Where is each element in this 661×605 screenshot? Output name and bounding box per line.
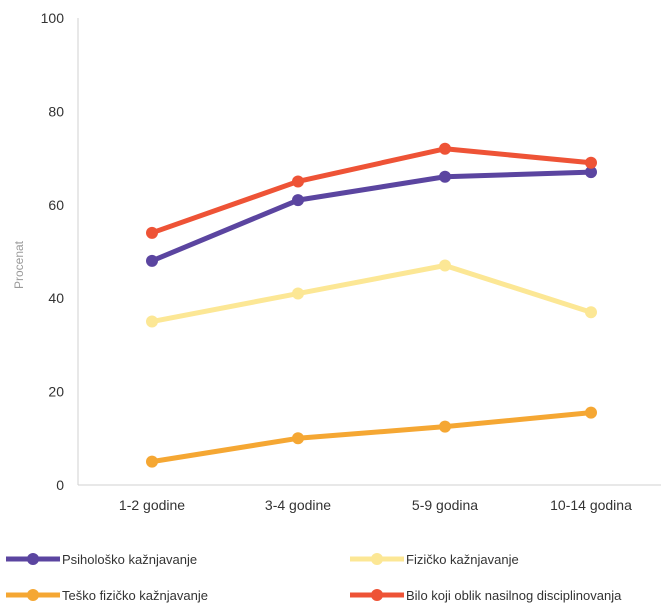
data-point	[585, 166, 597, 179]
legend-marker	[27, 589, 39, 601]
series-group	[146, 142, 597, 239]
x-tick-label: 5-9 godina	[412, 497, 478, 513]
x-tick-labels: 1-2 godine 3-4 godine 5-9 godina 10-14 godi…	[119, 497, 632, 513]
legend-marker	[371, 553, 383, 565]
y-tick-label: 40	[48, 290, 64, 306]
legend-label: Psihološko kažnjavanje	[62, 552, 197, 567]
series-line	[149, 263, 594, 325]
legend-item: Fizičko kažnjavanje	[350, 552, 519, 567]
data-point	[439, 420, 451, 433]
data-point	[146, 226, 158, 239]
data-point	[585, 306, 597, 319]
data-point	[292, 175, 304, 188]
legend-label: Fizičko kažnjavanje	[406, 552, 519, 567]
series-line	[149, 146, 594, 236]
series-group	[146, 166, 597, 267]
y-axis-label: Procenat	[12, 240, 26, 289]
y-tick-label: 20	[48, 384, 64, 400]
y-tick-label: 60	[48, 197, 64, 213]
data-point	[439, 142, 451, 155]
legend: Psihološko kažnjavanje Fizičko kažnjavanj…	[6, 552, 622, 603]
data-point	[146, 315, 158, 328]
data-point	[146, 455, 158, 468]
data-point	[585, 406, 597, 419]
data-point	[292, 432, 304, 445]
legend-item: Psihološko kažnjavanje	[6, 552, 197, 567]
y-tick-label: 80	[48, 103, 64, 119]
series-lines	[146, 142, 597, 468]
x-tick-label: 10-14 godina	[550, 497, 632, 513]
data-point	[292, 287, 304, 300]
legend-label: Bilo koji oblik nasilnog disciplinovanja	[406, 588, 622, 603]
series-group	[146, 406, 597, 468]
data-point	[146, 254, 158, 267]
x-tick-label: 1-2 godine	[119, 497, 185, 513]
y-tick-label: 0	[56, 477, 64, 493]
series-line	[149, 169, 594, 264]
data-point	[292, 194, 304, 207]
data-point	[439, 170, 451, 183]
series-group	[146, 259, 597, 328]
x-tick-label: 3-4 godine	[265, 497, 331, 513]
data-point	[585, 156, 597, 169]
legend-marker	[371, 589, 383, 601]
legend-item: Bilo koji oblik nasilnog disciplinovanja	[350, 588, 622, 603]
series-line	[149, 410, 594, 465]
data-point	[439, 259, 451, 272]
legend-label: Teško fizičko kažnjavanje	[62, 588, 208, 603]
legend-item: Teško fizičko kažnjavanje	[6, 588, 208, 603]
y-tick-label: 100	[41, 10, 65, 26]
legend-marker	[27, 553, 39, 565]
y-tick-labels: 0 20 40 60 80 100	[41, 10, 65, 493]
